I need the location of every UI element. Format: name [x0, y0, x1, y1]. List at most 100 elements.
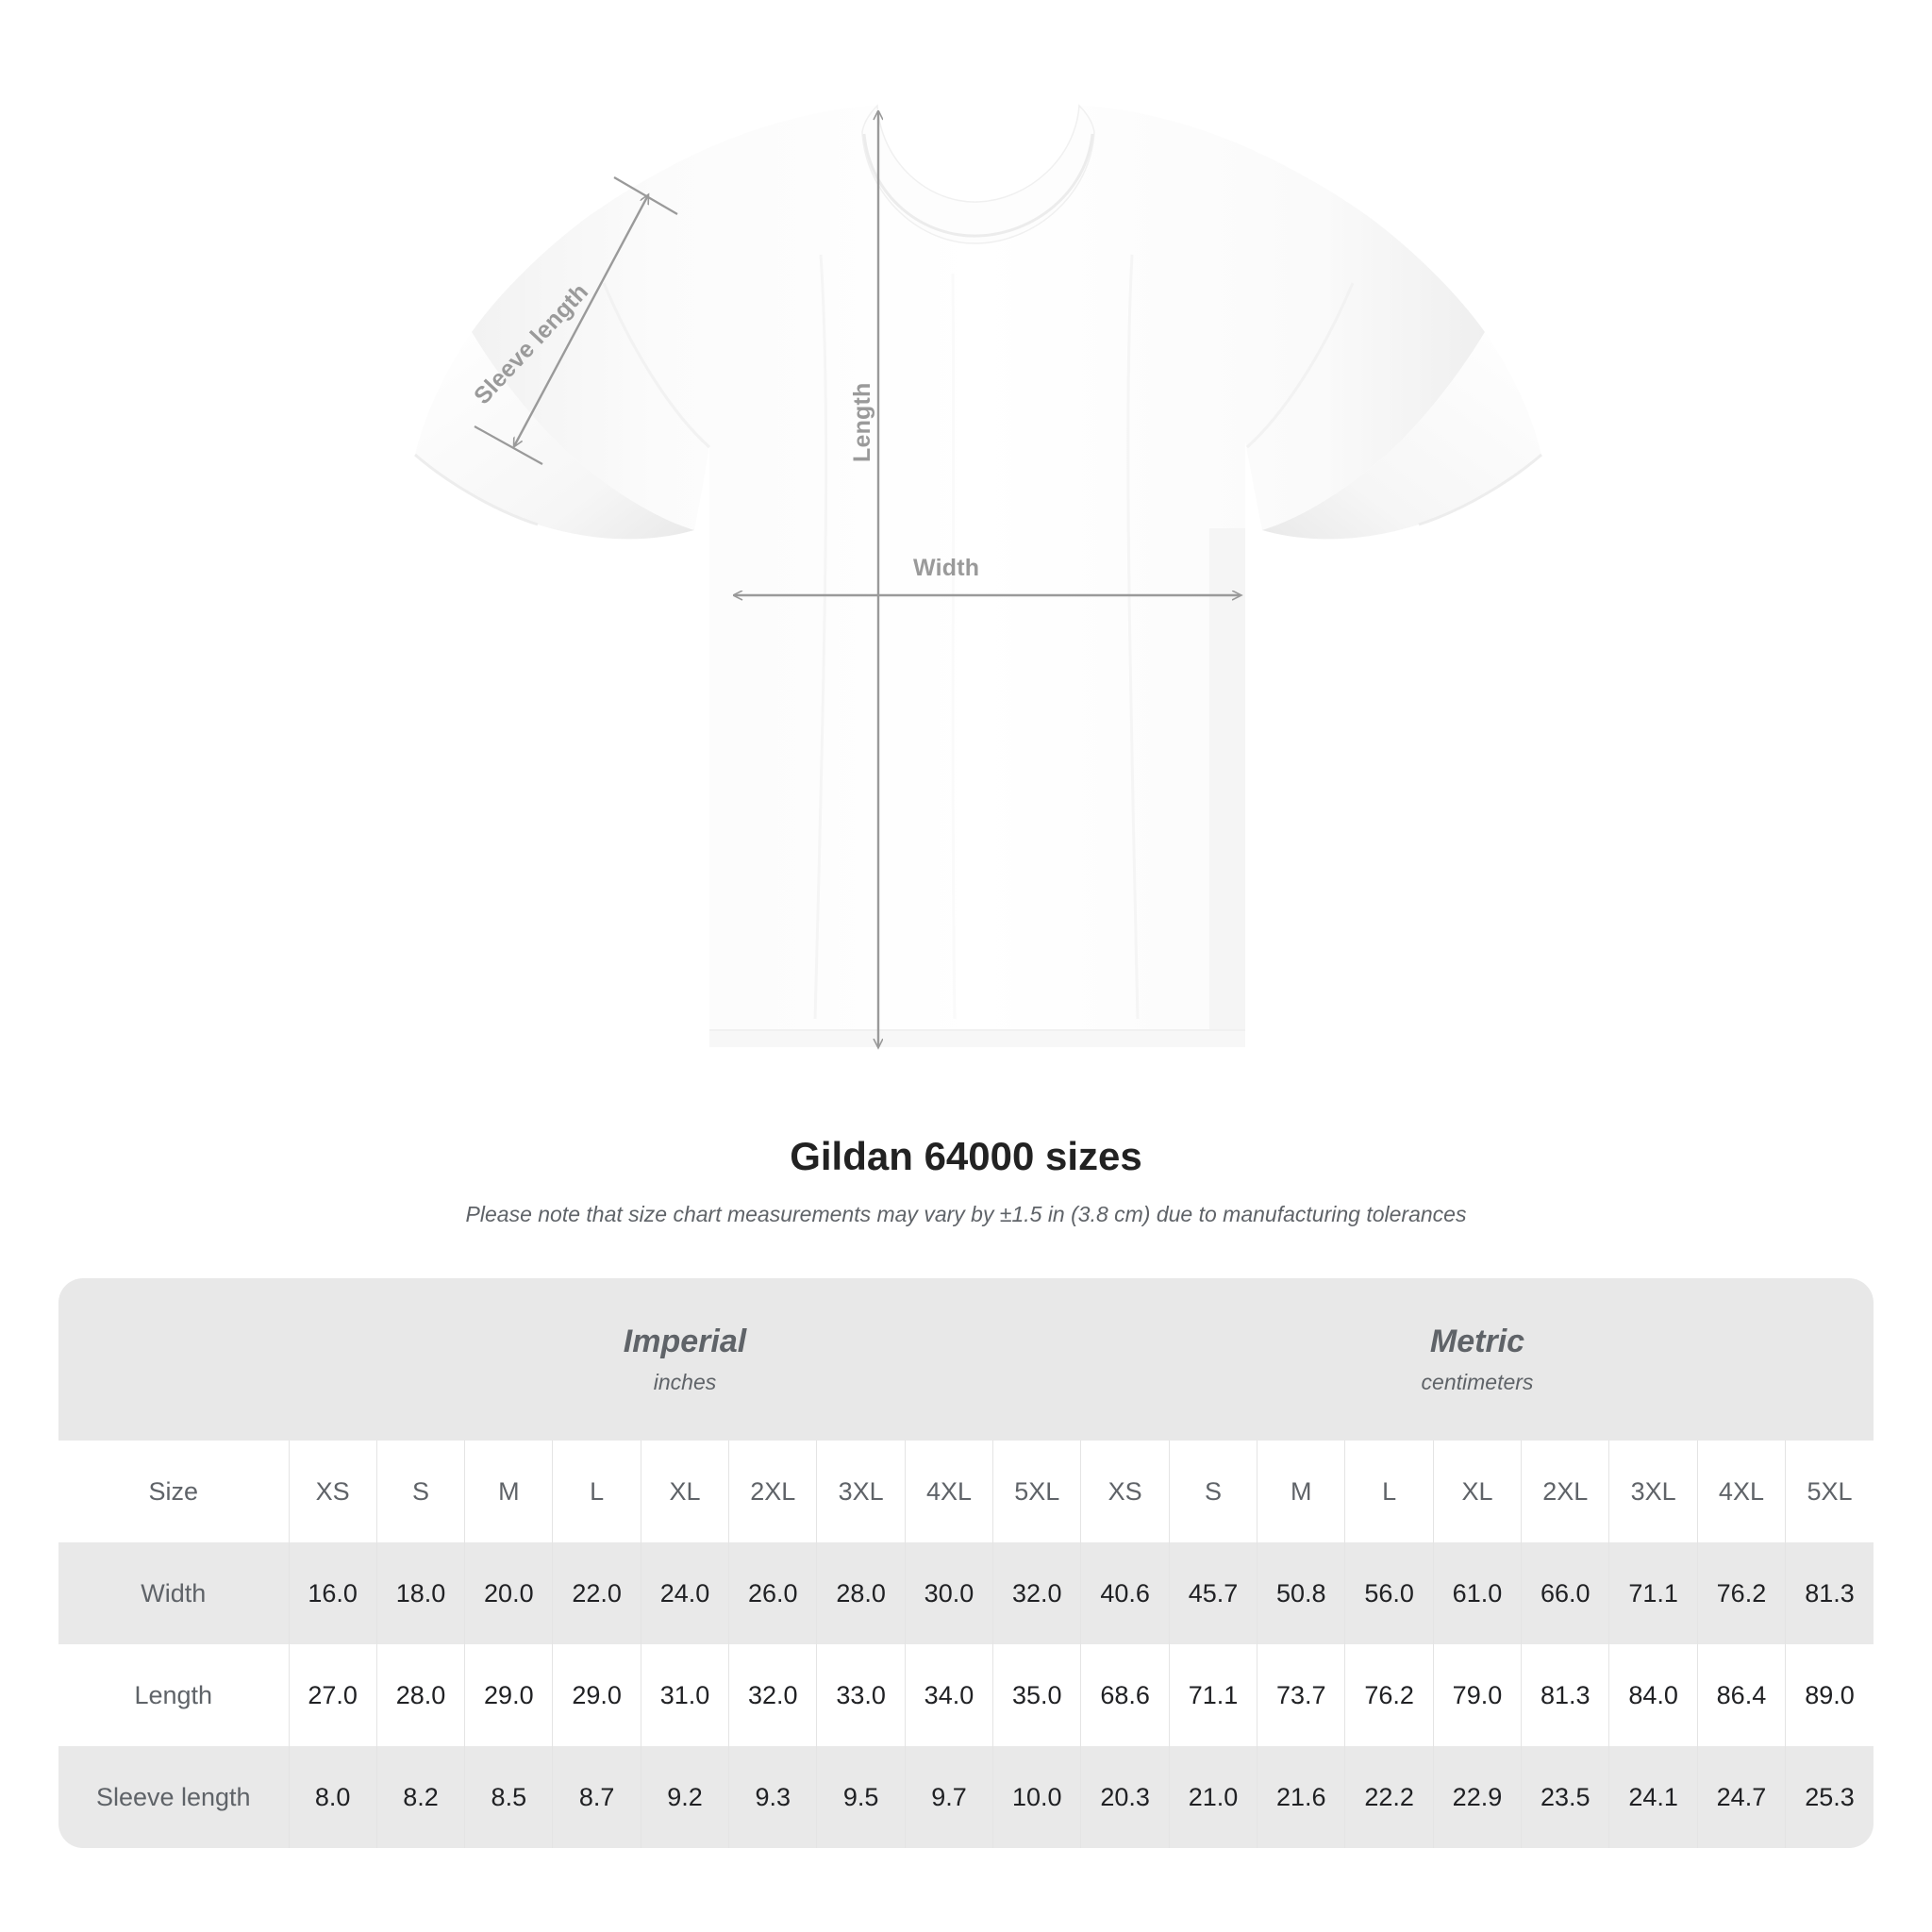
- cell-width-imperial-m: 20.0: [464, 1542, 553, 1644]
- cell-length-imperial-l: 29.0: [552, 1644, 641, 1746]
- cell-width-metric-5xl: 81.3: [1785, 1542, 1874, 1644]
- cell-sleeve-length-imperial-m: 8.5: [464, 1746, 553, 1848]
- cell-length-metric-5xl: 89.0: [1785, 1644, 1874, 1746]
- sleeve-tick-top: [613, 176, 678, 215]
- cell-width-imperial-xl: 24.0: [640, 1542, 729, 1644]
- cell-sleeve-length-imperial-3xl: 9.5: [816, 1746, 906, 1848]
- size-column-header-2xl-imperial: 2XL: [728, 1441, 817, 1542]
- cell-sleeve-length-imperial-xl: 9.2: [640, 1746, 729, 1848]
- cell-length-imperial-2xl: 32.0: [728, 1644, 817, 1746]
- size-chart-table: Imperial inches Metric centimeters Size XS S M L…: [58, 1278, 1874, 1848]
- cell-length-metric-xl: 79.0: [1432, 1644, 1522, 1746]
- cell-sleeve-length-metric-2xl: 23.5: [1521, 1746, 1609, 1848]
- cell-width-metric-m: 50.8: [1257, 1542, 1345, 1644]
- size-column-header-3xl-metric: 3XL: [1608, 1441, 1698, 1542]
- chart-heading: Gildan 64000 sizes Please note that size…: [0, 1132, 1932, 1228]
- cell-length-imperial-m: 29.0: [464, 1644, 553, 1746]
- size-column-header-4xl-imperial: 4XL: [904, 1441, 993, 1542]
- cell-sleeve-length-metric-xl: 22.9: [1432, 1746, 1522, 1848]
- unit-row-corner: [58, 1278, 289, 1441]
- tshirt-shape: [414, 104, 1542, 1047]
- cell-width-imperial-3xl: 28.0: [816, 1542, 906, 1644]
- width-label: Width: [913, 555, 980, 581]
- sleeve-tick-bottom: [474, 425, 543, 465]
- tshirt-illustration: Width Length Sleeve length: [414, 104, 1542, 1113]
- cell-sleeve-length-imperial-5xl: 10.0: [992, 1746, 1081, 1848]
- size-header-row: Size XS S M L XL 2XL 3XL 4XL 5XL XS S M L XL 2XL 3XL 4XL 5…: [58, 1441, 1874, 1542]
- row-label-width: Width: [58, 1542, 289, 1644]
- size-column-header-xs-imperial: XS: [288, 1441, 377, 1542]
- size-column-header-s-metric: S: [1168, 1441, 1257, 1542]
- cell-length-imperial-xs: 27.0: [288, 1644, 377, 1746]
- cell-sleeve-length-metric-l: 22.2: [1344, 1746, 1434, 1848]
- cell-width-metric-l: 56.0: [1344, 1542, 1434, 1644]
- cell-length-imperial-s: 28.0: [375, 1644, 465, 1746]
- cell-sleeve-length-metric-m: 21.6: [1257, 1746, 1345, 1848]
- cell-length-imperial-3xl: 33.0: [816, 1644, 906, 1746]
- cell-length-metric-xs: 68.6: [1080, 1644, 1170, 1746]
- unit-system-subtitle: inches: [653, 1370, 717, 1395]
- cell-width-imperial-5xl: 32.0: [992, 1542, 1081, 1644]
- cell-width-metric-3xl: 71.1: [1608, 1542, 1698, 1644]
- size-column-header-xs-metric: XS: [1080, 1441, 1170, 1542]
- unit-system-row: Imperial inches Metric centimeters: [58, 1278, 1874, 1441]
- cell-length-metric-2xl: 81.3: [1521, 1644, 1609, 1746]
- size-column-header-4xl-metric: 4XL: [1696, 1441, 1786, 1542]
- size-column-header-xl-imperial: XL: [640, 1441, 729, 1542]
- size-column-header-2xl-metric: 2XL: [1521, 1441, 1609, 1542]
- cell-width-metric-4xl: 76.2: [1696, 1542, 1786, 1644]
- cell-sleeve-length-imperial-4xl: 9.7: [904, 1746, 993, 1848]
- cell-sleeve-length-imperial-xs: 8.0: [288, 1746, 377, 1848]
- cell-length-metric-4xl: 86.4: [1696, 1644, 1786, 1746]
- cell-length-metric-l: 76.2: [1344, 1644, 1434, 1746]
- cell-width-imperial-s: 18.0: [375, 1542, 465, 1644]
- cell-sleeve-length-metric-xs: 20.3: [1080, 1746, 1170, 1848]
- cell-length-metric-s: 71.1: [1168, 1644, 1257, 1746]
- table-row: Length 27.0 28.0 29.0 29.0 31.0 32.0 33.0 34.0 35…: [58, 1644, 1874, 1746]
- tshirt-diagram-svg: [414, 104, 1542, 1113]
- cell-sleeve-length-metric-s: 21.0: [1168, 1746, 1257, 1848]
- cell-length-imperial-xl: 31.0: [640, 1644, 729, 1746]
- cell-width-metric-2xl: 66.0: [1521, 1542, 1609, 1644]
- size-column-header-s-imperial: S: [375, 1441, 465, 1542]
- size-column-header-5xl-metric: 5XL: [1785, 1441, 1874, 1542]
- measurement-guides: [474, 111, 1241, 1047]
- cell-width-imperial-l: 22.0: [552, 1542, 641, 1644]
- cell-sleeve-length-imperial-s: 8.2: [375, 1746, 465, 1848]
- cell-width-metric-xs: 40.6: [1080, 1542, 1170, 1644]
- cell-sleeve-length-metric-4xl: 24.7: [1696, 1746, 1786, 1848]
- table-row: Width 16.0 18.0 20.0 22.0 24.0 26.0 28.0 30.0 32.…: [58, 1542, 1874, 1644]
- row-label-length: Length: [58, 1644, 289, 1746]
- size-chart-container: Imperial inches Metric centimeters Size XS S M L…: [58, 1278, 1874, 1848]
- cell-sleeve-length-imperial-2xl: 9.3: [728, 1746, 817, 1848]
- unit-system-subtitle: centimeters: [1421, 1370, 1534, 1395]
- cell-width-imperial-2xl: 26.0: [728, 1542, 817, 1644]
- size-column-header-m-metric: M: [1257, 1441, 1345, 1542]
- size-column-header-3xl-imperial: 3XL: [816, 1441, 906, 1542]
- unit-system-header-imperial: Imperial inches: [289, 1278, 1081, 1441]
- size-column-header-xl-metric: XL: [1432, 1441, 1522, 1542]
- size-corner-label: Size: [58, 1441, 289, 1542]
- row-label-sleeve-length: Sleeve length: [58, 1746, 289, 1848]
- size-column-header-l-metric: L: [1344, 1441, 1434, 1542]
- table-row: Sleeve length 8.0 8.2 8.5 8.7 9.2 9.3 9.5 9.7 10.…: [58, 1746, 1874, 1848]
- size-column-header-m-imperial: M: [464, 1441, 553, 1542]
- cell-length-imperial-5xl: 35.0: [992, 1644, 1081, 1746]
- unit-system-title: Imperial: [623, 1323, 747, 1359]
- cell-sleeve-length-imperial-l: 8.7: [552, 1746, 641, 1848]
- cell-width-metric-s: 45.7: [1168, 1542, 1257, 1644]
- size-column-header-5xl-imperial: 5XL: [992, 1441, 1081, 1542]
- size-column-header-l-imperial: L: [552, 1441, 641, 1542]
- sleeve-dimension-line: [514, 195, 648, 446]
- cell-sleeve-length-metric-5xl: 25.3: [1785, 1746, 1874, 1848]
- cell-sleeve-length-metric-3xl: 24.1: [1608, 1746, 1698, 1848]
- cell-length-metric-m: 73.7: [1257, 1644, 1345, 1746]
- page-title: Gildan 64000 sizes: [790, 1134, 1142, 1178]
- cell-width-metric-xl: 61.0: [1432, 1542, 1522, 1644]
- unit-system-header-metric: Metric centimeters: [1080, 1278, 1874, 1441]
- tolerance-note: Please note that size chart measurements…: [465, 1201, 1467, 1226]
- cell-length-imperial-4xl: 34.0: [904, 1644, 993, 1746]
- unit-system-title: Metric: [1429, 1323, 1525, 1359]
- cell-length-metric-3xl: 84.0: [1608, 1644, 1698, 1746]
- length-label: Length: [849, 382, 875, 462]
